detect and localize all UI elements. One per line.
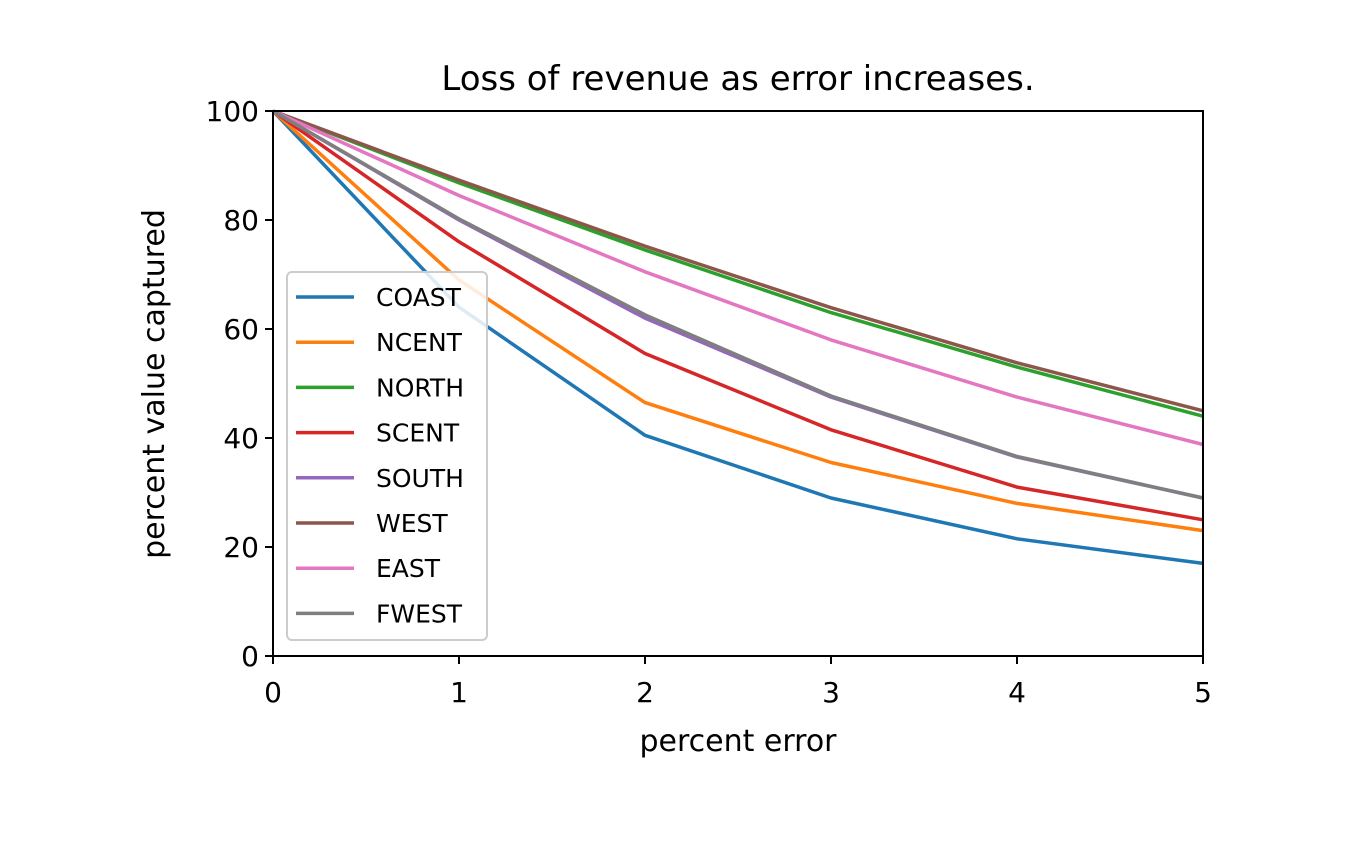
legend-label-fwest: FWEST bbox=[376, 599, 463, 628]
series-line-scent bbox=[271, 109, 1204, 522]
y-tick-label: 40 bbox=[223, 422, 259, 455]
legend-label-north: NORTH bbox=[376, 373, 464, 402]
legend-label-south: SOUTH bbox=[376, 464, 464, 493]
legend-box bbox=[286, 271, 488, 641]
y-tick-label: 0 bbox=[241, 640, 259, 673]
x-tick-label: 3 bbox=[822, 676, 840, 709]
x-tick-label: 0 bbox=[264, 676, 282, 709]
legend-label-east: EAST bbox=[376, 554, 441, 583]
y-axis-label: percent value captured bbox=[137, 209, 172, 559]
legend-label-scent: SCENT bbox=[376, 419, 460, 448]
x-tick-label: 2 bbox=[636, 676, 654, 709]
y-tick-label: 20 bbox=[223, 531, 259, 564]
x-tick-label: 1 bbox=[450, 676, 468, 709]
y-tick-label: 100 bbox=[206, 95, 259, 128]
series-line-west bbox=[272, 109, 1204, 413]
series-line-fwest bbox=[272, 109, 1204, 500]
legend-label-ncent: NCENT bbox=[376, 328, 463, 357]
y-tick-label: 60 bbox=[223, 313, 259, 346]
legend-label-west: WEST bbox=[376, 509, 448, 538]
x-axis: 0 1 2 3 4 5 bbox=[264, 656, 1212, 709]
legend-label-coast: COAST bbox=[376, 283, 462, 312]
series-line-north bbox=[272, 109, 1204, 418]
legend: COAST NCENT NORTH SCENT SOUTH WEST EAST FWEST bbox=[286, 271, 488, 641]
series-line-east bbox=[272, 109, 1204, 447]
y-axis: 0 20 40 60 80 100 bbox=[206, 95, 273, 673]
x-tick-label: 5 bbox=[1194, 676, 1212, 709]
x-tick-label: 4 bbox=[1008, 676, 1026, 709]
series-line-ncent bbox=[271, 109, 1204, 533]
plot-frame bbox=[272, 110, 1204, 657]
y-tick-label: 80 bbox=[223, 204, 259, 237]
x-axis-label: percent error bbox=[639, 724, 837, 759]
chart-title: Loss of revenue as error increases. bbox=[441, 59, 1034, 99]
